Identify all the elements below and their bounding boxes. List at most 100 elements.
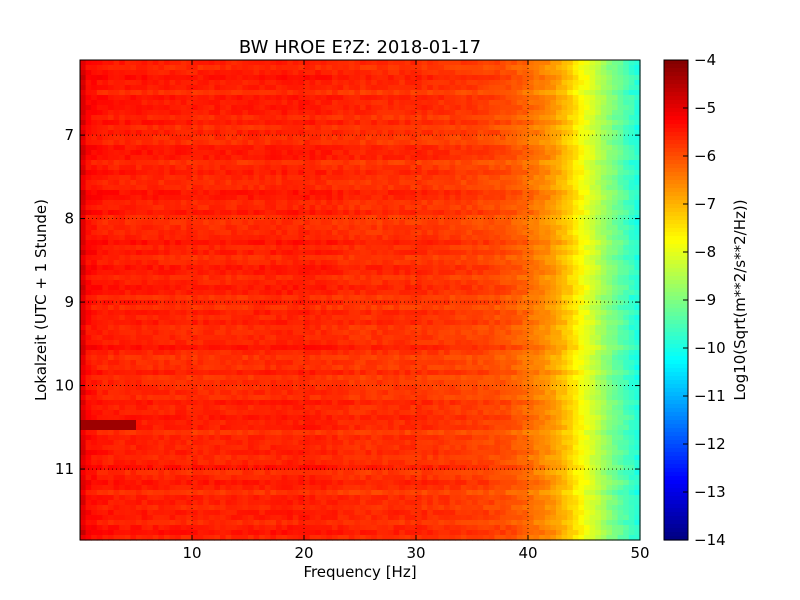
heatmap-cell [332, 185, 339, 191]
heatmap-cell [528, 225, 535, 231]
heatmap-cell [516, 265, 523, 271]
heatmap-cell [371, 265, 378, 271]
heatmap-cell [276, 90, 283, 96]
heatmap-cell [488, 230, 495, 236]
heatmap-cell [281, 110, 288, 116]
heatmap-cell [192, 305, 199, 311]
heatmap-cell [124, 120, 131, 126]
heatmap-cell [539, 65, 546, 71]
heatmap-cell [634, 300, 641, 306]
heatmap-cell [365, 225, 372, 231]
heatmap-cell [192, 285, 199, 291]
heatmap-cell [192, 245, 199, 251]
heatmap-cell [337, 160, 344, 166]
heatmap-cell [455, 155, 462, 161]
heatmap-cell [141, 120, 148, 126]
heatmap-cell [393, 270, 400, 276]
heatmap-cell [152, 280, 159, 286]
heatmap-cell [477, 265, 484, 271]
heatmap-cell [113, 95, 120, 101]
heatmap-cell [309, 210, 316, 216]
heatmap-cell [533, 110, 540, 116]
heatmap-cell [337, 250, 344, 256]
heatmap-cell [399, 285, 406, 291]
heatmap-cell [634, 270, 641, 276]
heatmap-cell [259, 240, 266, 246]
heatmap-cell [225, 145, 232, 151]
heatmap-cell [220, 200, 227, 206]
heatmap-cell [617, 220, 624, 226]
heatmap-cell [354, 125, 361, 131]
heatmap-cell [556, 85, 563, 91]
heatmap-cell [287, 90, 294, 96]
heatmap-cell [421, 75, 428, 81]
heatmap-cell [393, 135, 400, 141]
heatmap-cell [91, 110, 98, 116]
heatmap-cell [248, 180, 255, 186]
heatmap-cell [320, 110, 327, 116]
heatmap-cell [634, 165, 641, 171]
heatmap-cell [343, 245, 350, 251]
heatmap-cell [276, 270, 283, 276]
heatmap-cell [584, 240, 591, 246]
heatmap-cell [304, 95, 311, 101]
heatmap-cell [298, 70, 305, 76]
heatmap-cell [175, 255, 182, 261]
heatmap-cell [460, 105, 467, 111]
heatmap-cell [270, 215, 277, 221]
heatmap-cell [623, 80, 630, 86]
heatmap-cell [388, 155, 395, 161]
heatmap-cell [438, 130, 445, 136]
heatmap-cell [253, 260, 260, 266]
heatmap-cell [584, 205, 591, 211]
heatmap-cell [91, 260, 98, 266]
heatmap-cell [612, 210, 619, 216]
heatmap-cell [483, 200, 490, 206]
heatmap-cell [315, 215, 322, 221]
heatmap-cell [337, 190, 344, 196]
heatmap-cell [516, 210, 523, 216]
heatmap-cell [494, 65, 501, 71]
heatmap-cell [388, 165, 395, 171]
heatmap-cell [404, 75, 411, 81]
heatmap-cell [477, 85, 484, 91]
heatmap-cell [152, 170, 159, 176]
heatmap-cell [253, 275, 260, 281]
heatmap-cell [483, 65, 490, 71]
heatmap-cell [416, 275, 423, 281]
heatmap-cell [488, 255, 495, 261]
heatmap-cell [399, 75, 406, 81]
heatmap-cell [600, 190, 607, 196]
heatmap-cell [298, 300, 305, 306]
heatmap-cell [533, 105, 540, 111]
heatmap-cell [399, 70, 406, 76]
heatmap-cell [197, 140, 204, 146]
heatmap-cell [617, 205, 624, 211]
heatmap-cell [584, 110, 591, 116]
heatmap-cell [108, 80, 115, 86]
heatmap-cell [141, 110, 148, 116]
heatmap-cell [376, 155, 383, 161]
heatmap-cell [80, 255, 87, 261]
heatmap-cell [404, 65, 411, 71]
heatmap-cell [264, 65, 271, 71]
heatmap-cell [483, 150, 490, 156]
heatmap-cell [292, 140, 299, 146]
heatmap-cell [455, 255, 462, 261]
heatmap-cell [393, 75, 400, 81]
heatmap-cell [376, 70, 383, 76]
heatmap-cell [276, 145, 283, 151]
heatmap-cell [528, 115, 535, 121]
heatmap-cell [399, 135, 406, 141]
heatmap-cell [572, 170, 579, 176]
heatmap-cell [130, 280, 137, 286]
heatmap-cell [348, 75, 355, 81]
heatmap-cell [337, 135, 344, 141]
heatmap-cell [561, 220, 568, 226]
heatmap-cell [600, 285, 607, 291]
heatmap-cell [264, 95, 271, 101]
heatmap-cell [516, 220, 523, 226]
heatmap-cell [612, 105, 619, 111]
heatmap-cell [315, 305, 322, 311]
heatmap-cell [539, 210, 546, 216]
